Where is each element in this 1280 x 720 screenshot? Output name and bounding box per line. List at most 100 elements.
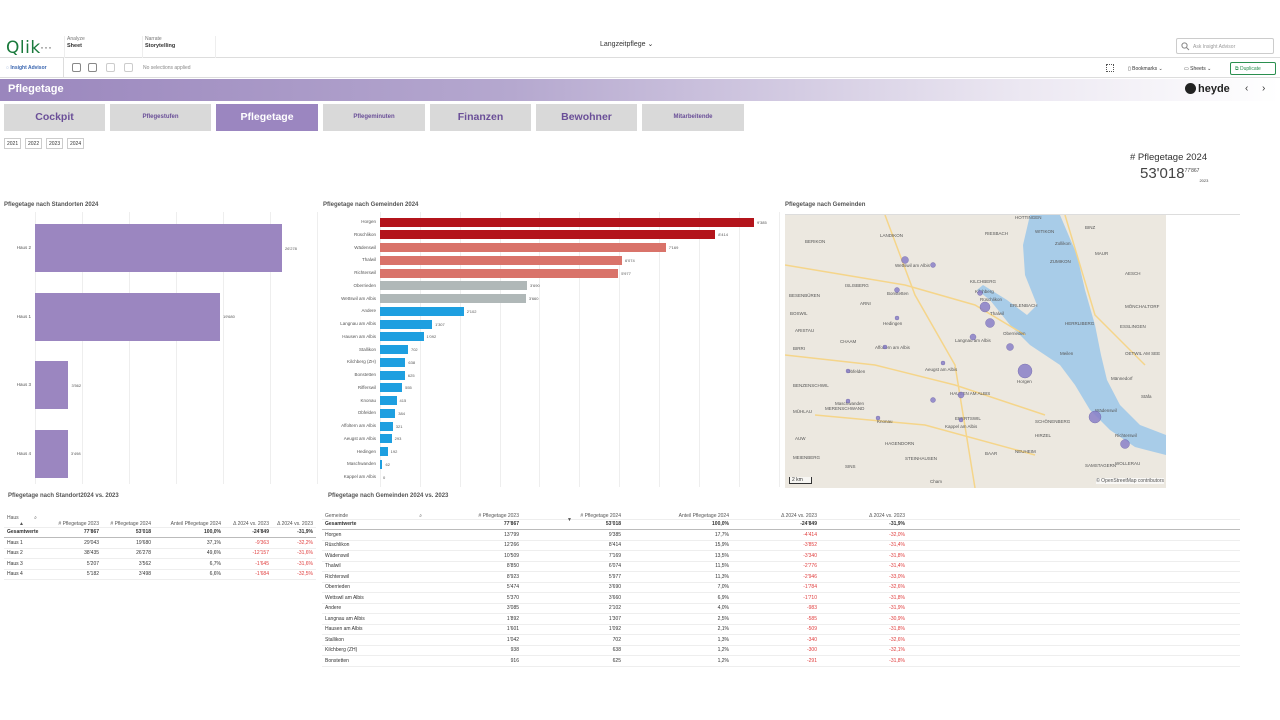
- tab-analyze[interactable]: Analyze Sheet: [64, 36, 134, 58]
- t2-header-delta-abs[interactable]: Δ 2024 vs. 2023: [732, 507, 820, 520]
- t2-cell[interactable]: Langnau am Albis: [322, 613, 425, 625]
- table-row[interactable]: Horgen 13'799 9'385 17,7% -4'414 -32,0%: [322, 529, 1240, 541]
- axis-label[interactable]: Wettswil am Albis: [341, 295, 376, 301]
- axis-label[interactable]: Stallikon: [358, 346, 376, 352]
- bar[interactable]: [35, 361, 69, 409]
- t2-header-delta-pct[interactable]: Δ 2024 vs. 2023: [820, 507, 908, 520]
- axis-label[interactable]: Haus 4: [16, 450, 31, 456]
- table-row[interactable]: Haus 2 38'435 26'278 49,6% -12'157 -31,6%: [4, 548, 316, 559]
- bar[interactable]: [380, 268, 619, 278]
- map-dot-rueschlikon[interactable]: [979, 301, 991, 313]
- axis-label[interactable]: Rüschlikon: [353, 231, 376, 237]
- map-attribution[interactable]: © OpenStreetMap contributors: [1096, 478, 1164, 484]
- nav-finanzen[interactable]: Finanzen: [430, 104, 531, 131]
- t1-cell[interactable]: Haus 4: [4, 569, 50, 580]
- axis-label[interactable]: Haus 2: [16, 245, 31, 250]
- axis-label[interactable]: Andere: [361, 308, 376, 314]
- axis-label[interactable]: Hausen am Albis: [342, 333, 376, 339]
- t1-cell[interactable]: Haus 3: [4, 558, 50, 570]
- map-dot-oberrieden[interactable]: [1006, 343, 1014, 351]
- nav-cockpit[interactable]: Cockpit: [4, 104, 105, 131]
- map-dot-maschwanden[interactable]: [845, 398, 851, 404]
- t2-header-pt2023[interactable]: # Pflegetage 2023: [425, 507, 522, 520]
- axis-label[interactable]: Obfelden: [357, 410, 376, 416]
- nav-pflegestufen[interactable]: Pflegestufen: [110, 104, 211, 131]
- bar[interactable]: [380, 332, 424, 342]
- axis-label[interactable]: Aeugst am Albis: [343, 435, 376, 441]
- map-dot-hedingen[interactable]: [894, 315, 900, 321]
- t2-header-gemeinde[interactable]: Gemeinde ⌕: [322, 507, 425, 520]
- table-row[interactable]: Bonstetten 916 625 1,2% -291 -31,8%: [322, 655, 1240, 667]
- t1-header-pt2024[interactable]: # Pflegetage 2024: [102, 505, 154, 528]
- map-dot-kappel[interactable]: [958, 417, 964, 423]
- table-row[interactable]: Thalwil 8'850 6'074 11,5% -2'776 -31,4%: [322, 561, 1240, 572]
- bar[interactable]: [35, 224, 282, 272]
- insight-advisor-button[interactable]: ◌ Insight Advisor: [0, 58, 64, 78]
- t2-cell[interactable]: Richterswil: [322, 571, 425, 583]
- t1-header-pt2023[interactable]: # Pflegetage 2023: [50, 505, 102, 528]
- app-title[interactable]: Langzeitpflege ⌄: [600, 40, 653, 48]
- bar[interactable]: [380, 243, 666, 252]
- map-dot-knonau[interactable]: [875, 415, 881, 421]
- table-standort[interactable]: Haus ⌕ ▲ # Pflegetage 2023 # Pflegetage 2…: [4, 505, 316, 580]
- map-dot-obfelden[interactable]: [845, 368, 851, 374]
- axis-label[interactable]: Haus 1: [16, 313, 31, 319]
- table-row[interactable]: Richterswil 8'923 5'977 11,3% -2'946 -33,0%: [322, 571, 1240, 583]
- nav-pflegeminuten[interactable]: Pflegeminuten: [323, 104, 425, 131]
- tab-narrate[interactable]: Narrate Storytelling: [142, 36, 216, 58]
- table-row[interactable]: Kilchberg (ZH) 938 638 1,2% -300 -32,1%: [322, 645, 1240, 656]
- table-row[interactable]: Haus 3 5'207 3'562 6,7% -1'645 -31,6%: [4, 558, 316, 570]
- map-dot-horgen[interactable]: [1017, 363, 1033, 379]
- map-gemeinden[interactable]: HOTTINGEN RIESBACH WITIKON BINZ BERIKON LANDI…: [785, 215, 1166, 488]
- bar[interactable]: [380, 421, 393, 431]
- t2-header-pt2024[interactable]: # Pflegetage 2024 ▼: [522, 507, 624, 523]
- map-dot-richterswil[interactable]: [1120, 439, 1130, 449]
- table-row[interactable]: Rüschlikon 12'266 8'414 15,9% -3'852 -31,4%: [322, 540, 1240, 551]
- table-gemeinden[interactable]: Gemeinde ⌕ # Pflegetage 2023 # Pflegetage…: [322, 507, 1240, 667]
- bar[interactable]: [380, 319, 433, 329]
- qlik-logo[interactable]: Qlik: [6, 38, 41, 58]
- bookmarks-button[interactable]: ▯ Bookmarks ⌄: [1128, 66, 1163, 72]
- previous-sheet-icon[interactable]: ‹: [1245, 83, 1249, 94]
- nav-mitarbeitende[interactable]: Mitarbeitende: [642, 104, 744, 131]
- bar[interactable]: [380, 294, 526, 303]
- axis-label[interactable]: Wädenswil: [354, 244, 376, 250]
- chart-gemeinden[interactable]: Horgen 9'385 Rüschlikon 8'414 Wädenswil 7'169…: [318, 212, 780, 487]
- selections-tool-icon[interactable]: [88, 63, 97, 72]
- t2-cell[interactable]: Kilchberg (ZH): [322, 645, 425, 656]
- axis-label[interactable]: Affoltern am Albis: [341, 423, 376, 428]
- chart-standorte[interactable]: Haus 2 26'278 Haus 1 19'680 Haus 3 3'562 Haus …: [0, 212, 318, 484]
- column-search-icon[interactable]: ⌕: [34, 514, 37, 521]
- bar[interactable]: [380, 434, 392, 444]
- table-row[interactable]: Wettswil am Albis 5'370 3'660 6,9% -1'710 -31…: [322, 592, 1240, 604]
- axis-label[interactable]: Kappel am Albis: [343, 474, 376, 479]
- t1-header-haus[interactable]: Haus ⌕ ▲: [4, 505, 50, 528]
- t2-cell[interactable]: Thalwil: [322, 561, 425, 572]
- year-2021[interactable]: 2021: [4, 138, 22, 149]
- map-dot-waedenswil[interactable]: [1088, 410, 1102, 424]
- bar[interactable]: [380, 383, 403, 393]
- t1-header-delta-pct[interactable]: Δ 2024 vs. 2023: [272, 505, 316, 528]
- axis-label[interactable]: Richterswil: [354, 270, 376, 275]
- bar[interactable]: [380, 408, 396, 418]
- duplicate-button[interactable]: ⧉ Duplicate: [1230, 62, 1276, 75]
- nav-pflegetage[interactable]: Pflegetage: [216, 104, 318, 131]
- map-dot-rifferswil[interactable]: [930, 397, 936, 403]
- t2-cell[interactable]: Rüschlikon: [322, 540, 425, 551]
- year-2024[interactable]: 2024: [67, 138, 85, 149]
- t2-total-row[interactable]: Gesamtwerte 77'867 53'018 100,0% -24'849 -31,…: [322, 519, 1240, 530]
- year-2023[interactable]: 2023: [46, 138, 64, 149]
- t1-cell[interactable]: Haus 1: [4, 537, 50, 549]
- bar[interactable]: [380, 345, 408, 354]
- bar[interactable]: [380, 459, 383, 469]
- more-menu-icon[interactable]: ···: [40, 40, 52, 54]
- year-2022[interactable]: 2022: [25, 138, 43, 149]
- map-dot-hausen[interactable]: [957, 391, 965, 399]
- map-dot-langnau[interactable]: [969, 333, 977, 341]
- bar[interactable]: [380, 357, 406, 367]
- t2-header-anteil[interactable]: Anteil Pflegetage 2024: [624, 507, 732, 520]
- map-dot-wettswil[interactable]: [901, 256, 909, 264]
- step-back-icon[interactable]: [106, 63, 115, 72]
- map-dot-kilchberg[interactable]: [977, 290, 983, 296]
- bar[interactable]: [380, 370, 405, 380]
